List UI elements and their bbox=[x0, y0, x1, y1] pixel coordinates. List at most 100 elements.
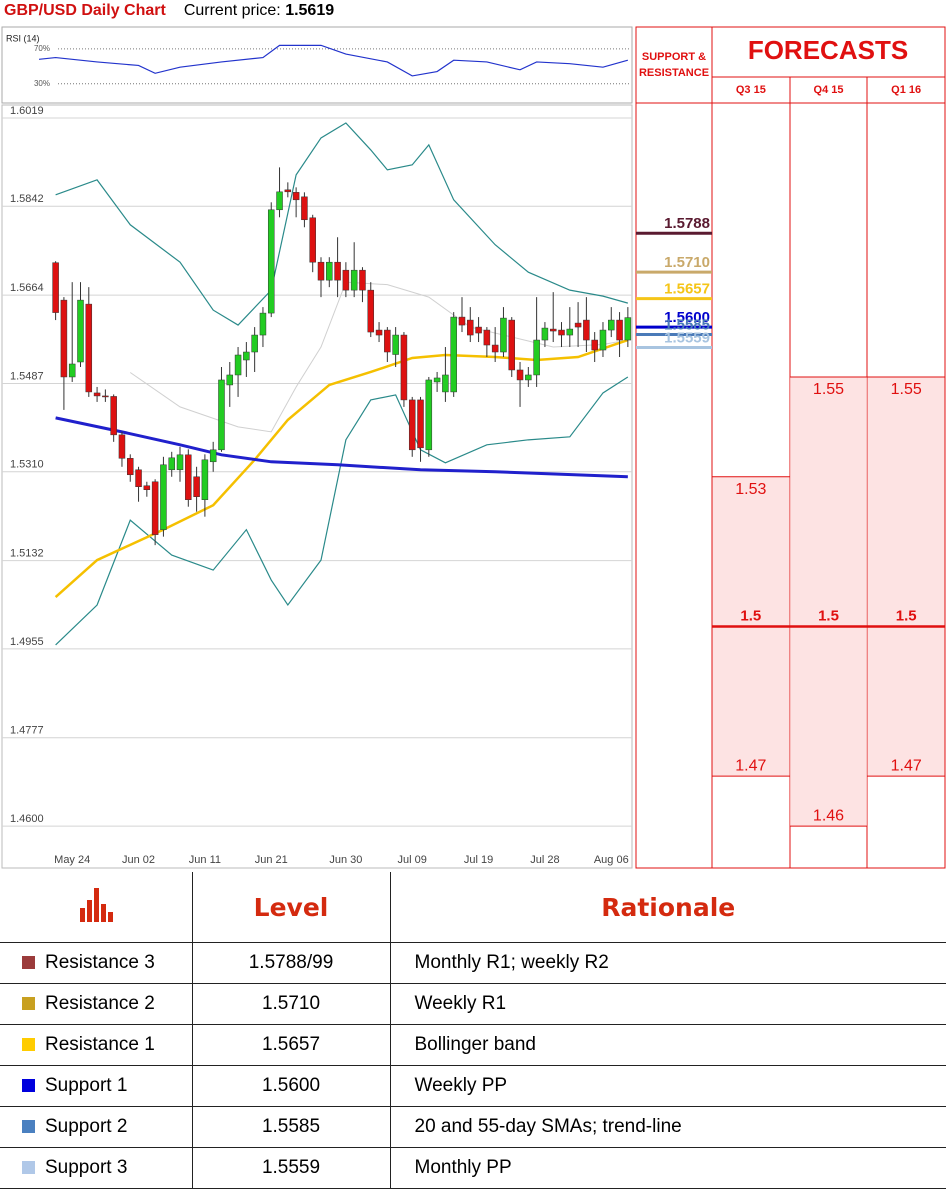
candle-body bbox=[400, 334, 408, 401]
candle-body bbox=[458, 316, 466, 326]
candle-body bbox=[267, 209, 275, 314]
candle-body bbox=[52, 262, 59, 313]
candle-body bbox=[301, 196, 308, 221]
column-label: Q4 15 bbox=[814, 84, 844, 96]
level-value: 1.5710 bbox=[191, 983, 390, 1025]
candle-body bbox=[110, 396, 117, 436]
indicator-line bbox=[54, 338, 629, 598]
level-name-cell: Resistance 3 bbox=[0, 942, 192, 984]
x-tick-label: Jul 19 bbox=[464, 854, 493, 866]
candle-body bbox=[549, 328, 557, 332]
candle-body bbox=[425, 379, 433, 451]
chart-frame bbox=[1, 104, 633, 869]
x-tick-label: Jun 30 bbox=[329, 854, 362, 866]
rationale: Monthly PP bbox=[389, 1147, 946, 1189]
candle-body bbox=[500, 317, 507, 353]
legend-swatch bbox=[22, 956, 35, 969]
forecast-high-label: 1.55 bbox=[891, 381, 922, 398]
y-tick-label: 1.5132 bbox=[10, 548, 44, 560]
candle-body bbox=[259, 312, 267, 336]
y-tick-label: 1.4777 bbox=[10, 725, 44, 737]
indicator-line bbox=[55, 416, 628, 479]
level-value: 1.5657 bbox=[191, 1024, 390, 1066]
forecast-low-label: 1.47 bbox=[891, 757, 922, 774]
candle-body bbox=[491, 344, 499, 353]
header: GBP/USD Daily Chart Current price: 1.5619 bbox=[4, 2, 334, 20]
bar-icon bbox=[79, 888, 113, 922]
level-label: 1.5585 bbox=[664, 317, 710, 334]
y-tick-label: 1.4600 bbox=[10, 813, 44, 825]
candle-body bbox=[193, 476, 200, 497]
candle-body bbox=[467, 319, 474, 336]
legend-swatch bbox=[22, 1161, 35, 1174]
candle-body bbox=[292, 192, 300, 201]
candle-body bbox=[218, 379, 225, 451]
forecast-mid-label: 1.5 bbox=[818, 607, 839, 624]
candle-body bbox=[392, 334, 399, 355]
candle-body bbox=[533, 339, 540, 376]
candle-body bbox=[176, 454, 184, 471]
level-name-cell: Support 3 bbox=[0, 1147, 192, 1189]
rsi-frame bbox=[1, 26, 633, 104]
candle-body bbox=[624, 317, 632, 341]
y-tick-label: 1.5310 bbox=[10, 459, 44, 471]
forecast-mid-label: 1.5 bbox=[896, 607, 917, 624]
forecast-title: FORECASTS bbox=[748, 35, 908, 65]
candle-body bbox=[226, 374, 234, 386]
current-price: 1.5619 bbox=[285, 2, 335, 19]
forecast-range bbox=[790, 376, 867, 827]
candle-body bbox=[417, 399, 424, 449]
column-label: Q1 16 bbox=[891, 84, 921, 96]
candle-body bbox=[433, 377, 441, 383]
level-name: Resistance 3 bbox=[45, 952, 155, 973]
candle-body bbox=[599, 329, 607, 351]
table-row: Resistance 1 1.5657 Bollinger band bbox=[0, 1024, 946, 1066]
forecast-range bbox=[867, 376, 945, 777]
level-label: 1.5559 bbox=[664, 329, 710, 346]
level-value: 1.5788/99 bbox=[191, 942, 390, 984]
candle-body bbox=[408, 399, 416, 451]
candle-body bbox=[77, 299, 84, 363]
level-value: 1.5559 bbox=[191, 1147, 390, 1189]
candle-body bbox=[359, 269, 366, 291]
level-name-cell: Support 1 bbox=[0, 1065, 192, 1107]
candle-body bbox=[201, 459, 209, 500]
legend-swatch bbox=[22, 1038, 35, 1051]
x-tick-label: Jun 21 bbox=[255, 854, 288, 866]
rationale: Monthly R1; weekly R2 bbox=[389, 942, 946, 984]
candle-body bbox=[160, 464, 167, 530]
level-name-cell: Support 2 bbox=[0, 1106, 192, 1148]
y-tick-label: 1.5842 bbox=[10, 193, 44, 205]
candle-body bbox=[566, 328, 574, 336]
x-tick-label: May 24 bbox=[54, 854, 90, 866]
level-label: 1.5657 bbox=[664, 281, 710, 298]
table-row: Support 2 1.5585 20 and 55-day SMAs; trend… bbox=[0, 1106, 946, 1148]
candle-body bbox=[350, 269, 358, 291]
x-tick-label: Jul 09 bbox=[398, 854, 427, 866]
legend-swatch bbox=[22, 1079, 35, 1092]
column-header: Level bbox=[191, 872, 390, 943]
level-value: 1.5585 bbox=[191, 1106, 390, 1148]
y-tick-label: 1.4955 bbox=[10, 636, 44, 648]
rsi-title: RSI (14) bbox=[6, 33, 40, 43]
levels-title: SUPPORT & RESISTANCE bbox=[638, 51, 710, 79]
candle-body bbox=[367, 289, 375, 333]
candle-body bbox=[442, 374, 449, 393]
candle-body bbox=[508, 319, 515, 371]
column-header: Rationale bbox=[389, 872, 946, 943]
candle-body bbox=[483, 329, 491, 346]
candle-body bbox=[68, 363, 76, 378]
y-tick-label: 30% bbox=[34, 79, 50, 88]
candle-body bbox=[135, 469, 142, 487]
levels-table: Level Rationale Resistance 3 1.5788/99 Mon… bbox=[0, 872, 946, 1189]
candle-body bbox=[143, 485, 151, 490]
candle-body bbox=[102, 395, 109, 398]
candle-body bbox=[525, 374, 532, 381]
candle-body bbox=[60, 299, 68, 378]
rsi-line bbox=[38, 44, 629, 77]
right-panel-frame bbox=[635, 26, 946, 869]
level-label: 1.5788 bbox=[664, 215, 710, 232]
legend-swatch bbox=[22, 997, 35, 1010]
candle-body bbox=[516, 369, 524, 381]
forecast-high-label: 1.55 bbox=[813, 381, 844, 398]
